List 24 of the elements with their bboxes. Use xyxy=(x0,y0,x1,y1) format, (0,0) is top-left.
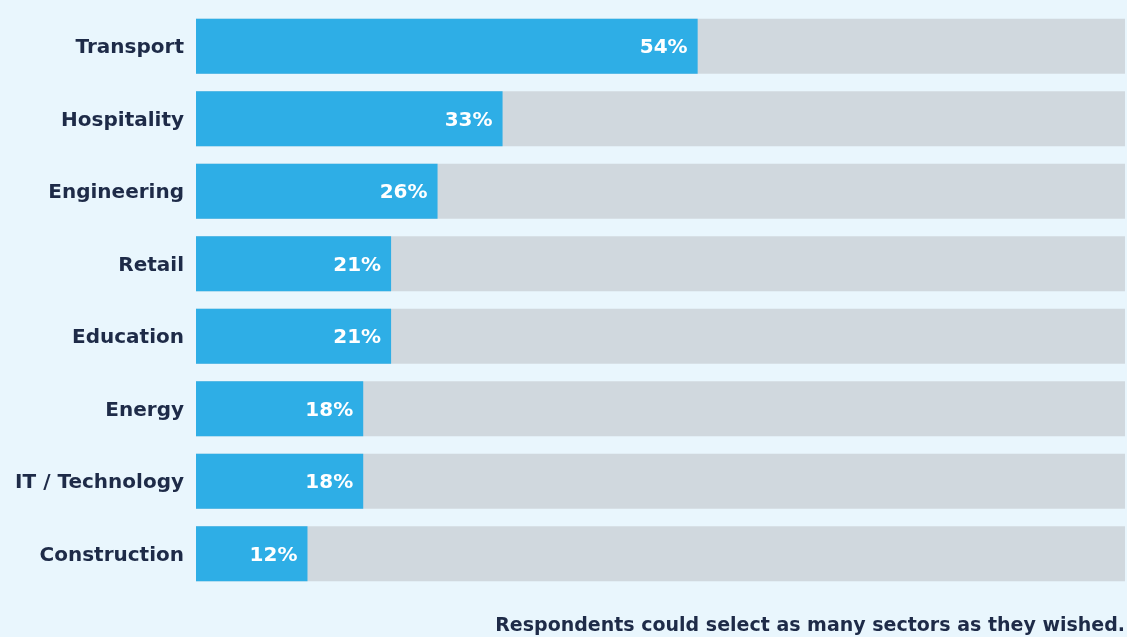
y-tick-label: IT / Technology xyxy=(15,469,184,494)
y-tick-label: Education xyxy=(72,324,184,349)
data-label: 18% xyxy=(305,396,354,421)
data-label: 26% xyxy=(379,179,428,204)
data-label: 12% xyxy=(249,541,298,566)
data-label: 21% xyxy=(333,324,382,349)
y-tick-label: Hospitality xyxy=(61,106,184,131)
data-label: 33% xyxy=(444,106,493,131)
bar xyxy=(196,526,308,582)
data-label: 54% xyxy=(639,34,688,59)
y-tick-label: Energy xyxy=(105,396,184,421)
bar xyxy=(196,453,364,509)
y-tick-label: Construction xyxy=(39,541,184,566)
y-tick-label: Transport xyxy=(75,34,185,59)
y-tick-label: Engineering xyxy=(48,179,184,204)
data-label: 18% xyxy=(305,469,354,494)
text: Respondents could select as many sectors as they wished. xyxy=(495,612,1126,635)
bar xyxy=(196,163,438,219)
bar xyxy=(196,236,392,292)
bar xyxy=(196,91,503,147)
y-tick-label: Retail xyxy=(118,251,184,276)
bar xyxy=(196,308,392,364)
data-label: 21% xyxy=(333,251,382,276)
bar xyxy=(196,381,364,437)
